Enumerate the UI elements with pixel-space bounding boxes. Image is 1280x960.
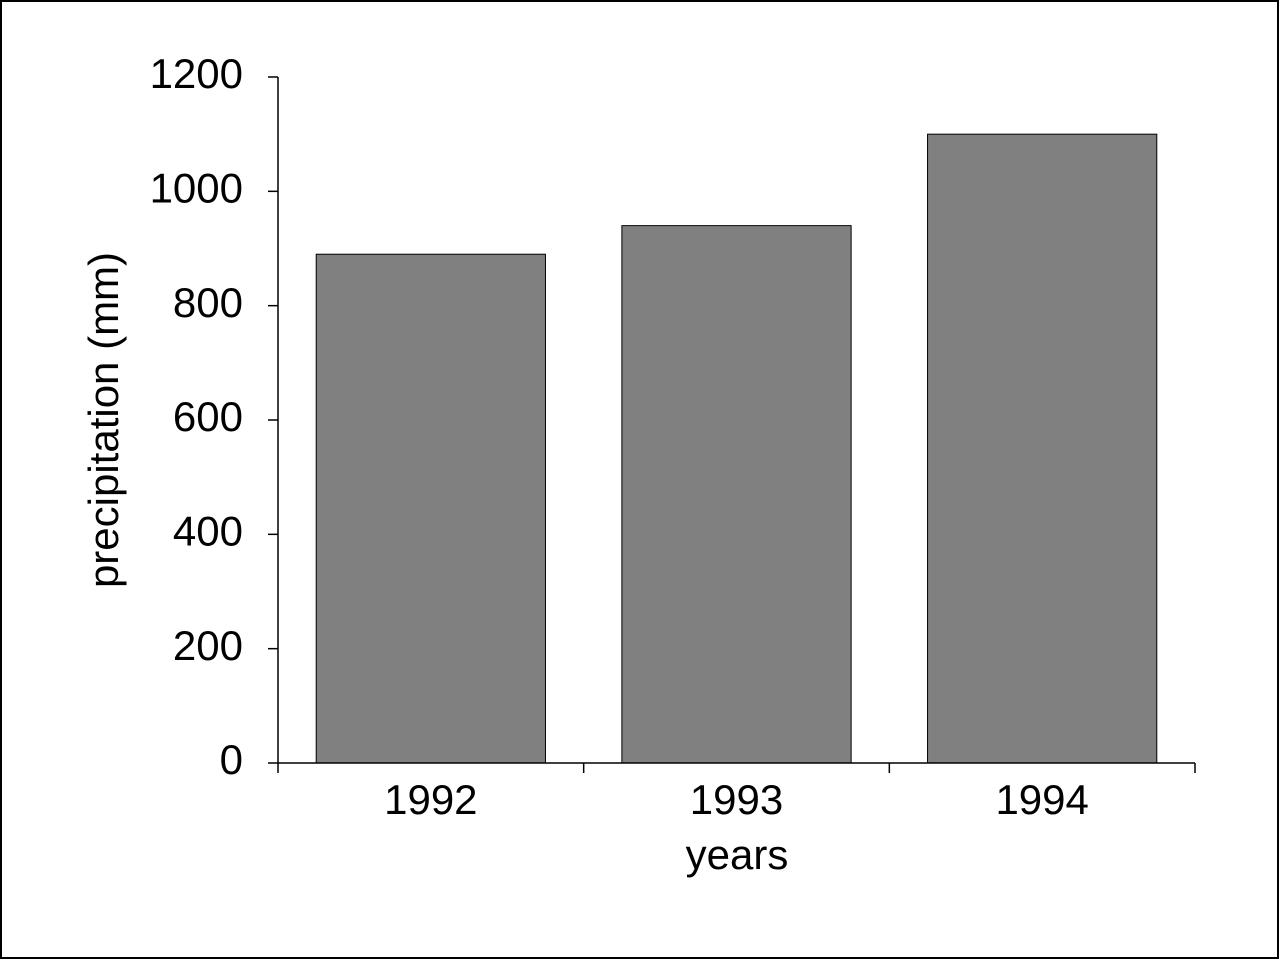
bar bbox=[621, 225, 852, 764]
bar bbox=[927, 133, 1158, 764]
y-tick-label: 600 bbox=[173, 393, 243, 440]
x-tick-label: 1994 bbox=[995, 776, 1088, 823]
x-tick-label: 1992 bbox=[384, 776, 477, 823]
y-tick-label: 200 bbox=[173, 622, 243, 669]
y-tick-label: 1000 bbox=[150, 164, 243, 211]
y-tick-label: 0 bbox=[220, 736, 243, 783]
bar bbox=[315, 253, 546, 764]
y-tick-label: 400 bbox=[173, 507, 243, 554]
x-tick-label: 1993 bbox=[690, 776, 783, 823]
y-tick-label: 1200 bbox=[150, 50, 243, 97]
y-tick-label: 800 bbox=[173, 279, 243, 326]
x-axis-label: years bbox=[686, 831, 789, 878]
y-axis-label: precipitation (mm) bbox=[80, 252, 127, 588]
